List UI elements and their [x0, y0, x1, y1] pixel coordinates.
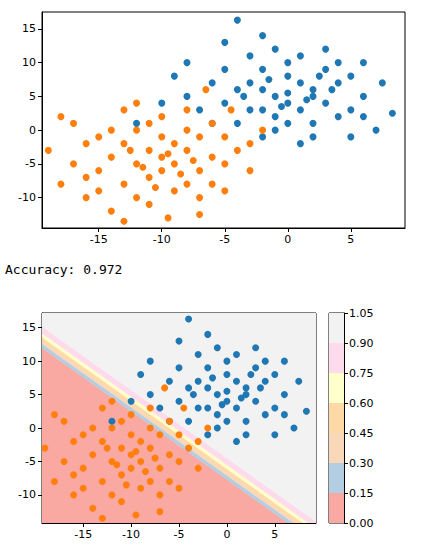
svg-text:0: 0 [223, 528, 230, 541]
svg-text:10: 10 [22, 355, 36, 368]
svg-text:-10: -10 [122, 528, 140, 541]
svg-text:15: 15 [22, 321, 36, 334]
svg-text:-5: -5 [219, 233, 230, 246]
svg-text:-10: -10 [153, 233, 171, 246]
svg-text:5: 5 [29, 90, 36, 103]
svg-text:0: 0 [29, 422, 36, 435]
svg-text:5: 5 [271, 528, 278, 541]
svg-text:15: 15 [22, 22, 36, 35]
svg-text:0: 0 [284, 233, 291, 246]
svg-text:1.05: 1.05 [349, 307, 374, 320]
svg-text:0.75: 0.75 [349, 367, 374, 380]
svg-text:0.15: 0.15 [349, 487, 374, 500]
svg-text:-5: -5 [174, 528, 185, 541]
svg-text:10: 10 [22, 56, 36, 69]
svg-text:-5: -5 [25, 455, 36, 468]
svg-text:-15: -15 [90, 233, 108, 246]
svg-text:0.90: 0.90 [349, 337, 374, 350]
svg-text:0: 0 [29, 124, 36, 137]
svg-text:Accuracy: 0.972: Accuracy: 0.972 [5, 262, 122, 277]
svg-text:-5: -5 [25, 157, 36, 170]
svg-text:0.30: 0.30 [349, 457, 374, 470]
svg-text:0.45: 0.45 [349, 427, 374, 440]
svg-text:-10: -10 [18, 488, 36, 501]
svg-text:0.60: 0.60 [349, 397, 374, 410]
svg-text:-15: -15 [74, 528, 92, 541]
svg-text:5: 5 [29, 388, 36, 401]
svg-text:0.00: 0.00 [349, 517, 374, 530]
svg-text:5: 5 [347, 233, 354, 246]
svg-text:-10: -10 [18, 191, 36, 204]
